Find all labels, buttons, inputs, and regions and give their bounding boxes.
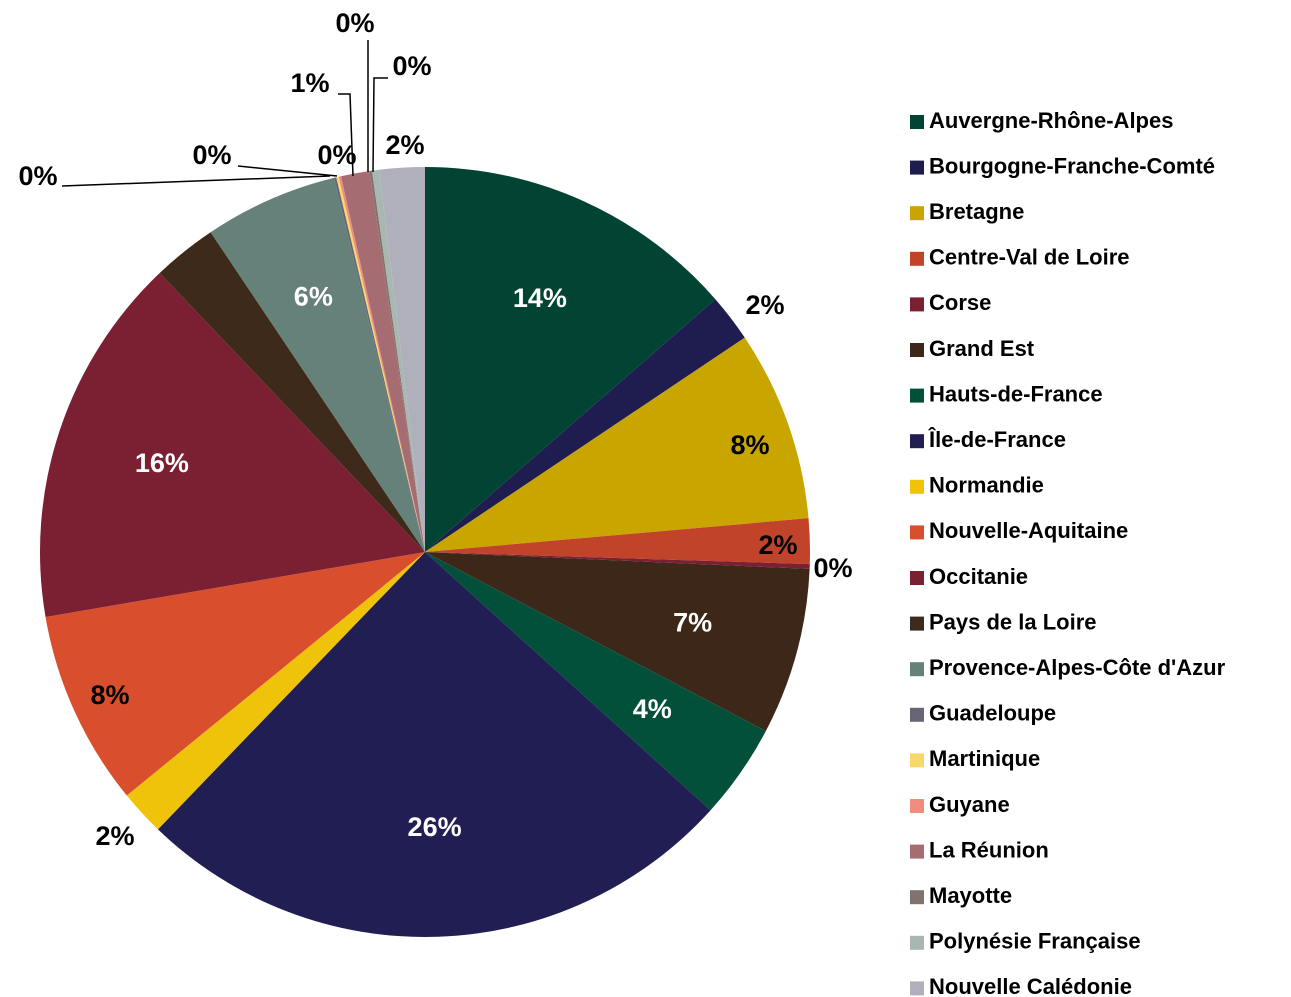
legend-swatch	[910, 844, 924, 859]
legend-label: Guyane	[929, 792, 1010, 817]
legend-swatch	[910, 297, 924, 312]
pie-slice	[369, 170, 425, 552]
legend-label: Centre-Val de Loire	[929, 245, 1130, 270]
pie-slice	[40, 273, 426, 618]
pie-slice	[425, 337, 809, 552]
pie-slice	[338, 176, 425, 553]
data-label: 16%	[135, 448, 189, 478]
data-label: 8%	[90, 680, 129, 710]
leader-line	[237, 165, 338, 177]
pie-slice	[336, 176, 425, 552]
legend-label: Auvergne-Rhône-Alpes	[929, 108, 1173, 133]
legend-swatch	[910, 343, 924, 357]
legend-swatch	[910, 479, 924, 494]
legend-swatch	[910, 571, 924, 585]
legend-label: Mayotte	[929, 883, 1012, 908]
data-label: 4%	[633, 694, 672, 724]
pie-slice	[210, 177, 425, 552]
legend-label: Hauts-de-France	[929, 381, 1103, 406]
pie-slice	[379, 167, 425, 552]
leader-line	[372, 77, 388, 173]
data-label: 0%	[335, 8, 374, 38]
legend-label: Polynésie Française	[929, 929, 1141, 954]
legend-swatch	[910, 251, 924, 266]
legend-swatch	[910, 115, 924, 129]
legend-label: Martinique	[929, 746, 1040, 771]
legend-label: Provence-Alpes-Côte d'Azur	[929, 655, 1226, 680]
legend-label: Nouvelle Calédonie	[929, 974, 1132, 997]
pie-slice	[341, 171, 425, 553]
data-label: 6%	[294, 281, 333, 311]
pie-slice	[333, 177, 425, 553]
legend-label: Bretagne	[929, 199, 1024, 224]
data-label: 2%	[758, 530, 797, 560]
legend-label: Occitanie	[929, 564, 1028, 589]
leader-line	[61, 175, 331, 187]
legend-label: Pays de la Loire	[929, 609, 1097, 634]
pie-slice	[425, 518, 810, 565]
pie-slice	[425, 552, 810, 569]
data-label: 2%	[95, 821, 134, 851]
legend-swatch	[910, 434, 924, 449]
data-label: 0%	[813, 553, 852, 583]
pie-slice	[157, 552, 711, 937]
legend-swatch	[910, 662, 924, 677]
pie-slice	[126, 552, 426, 830]
data-label: 1%	[290, 68, 329, 98]
pie-slice	[159, 232, 426, 552]
pie-slice	[425, 552, 810, 732]
legend-swatch	[910, 616, 924, 631]
data-label: 0%	[192, 140, 231, 170]
data-label: 2%	[385, 130, 424, 160]
data-label: 14%	[513, 283, 567, 313]
pie-slice	[45, 552, 426, 796]
legend-swatch	[910, 160, 924, 175]
pie-slice	[425, 299, 745, 552]
pie-slice	[371, 169, 425, 552]
legend-label: La Réunion	[929, 837, 1049, 862]
data-label: 26%	[408, 812, 462, 842]
legend-label: Corse	[929, 290, 991, 315]
legend-swatch	[910, 525, 924, 540]
legend-swatch	[910, 890, 924, 905]
leader-line	[338, 93, 354, 177]
data-label: 7%	[673, 607, 712, 637]
data-label: 0%	[317, 140, 356, 170]
legend-label: Île-de-France	[928, 427, 1066, 452]
legend-swatch	[910, 799, 924, 813]
legend-swatch	[910, 981, 924, 996]
legend-label: Bourgogne-Franche-Comté	[929, 153, 1215, 178]
data-label: 8%	[730, 430, 769, 460]
legend-label: Guadeloupe	[929, 701, 1056, 726]
legend-label: Normandie	[929, 473, 1044, 498]
data-label: 0%	[392, 51, 431, 81]
pie-slice	[425, 552, 766, 811]
legend-label: Grand Est	[929, 336, 1035, 361]
legend-label: Nouvelle-Aquitaine	[929, 518, 1128, 543]
legend-swatch	[910, 388, 924, 403]
legend-swatch	[910, 935, 924, 950]
data-label: 2%	[745, 290, 784, 320]
legend-swatch	[910, 206, 924, 221]
legend-swatch	[910, 753, 924, 768]
legend-swatch	[910, 707, 924, 722]
pie-slice	[425, 167, 716, 552]
data-label: 0%	[18, 161, 57, 191]
